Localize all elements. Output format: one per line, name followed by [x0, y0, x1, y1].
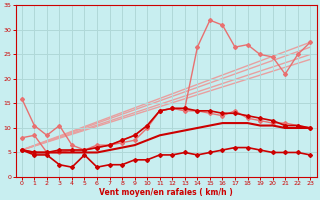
- X-axis label: Vent moyen/en rafales ( km/h ): Vent moyen/en rafales ( km/h ): [99, 188, 233, 197]
